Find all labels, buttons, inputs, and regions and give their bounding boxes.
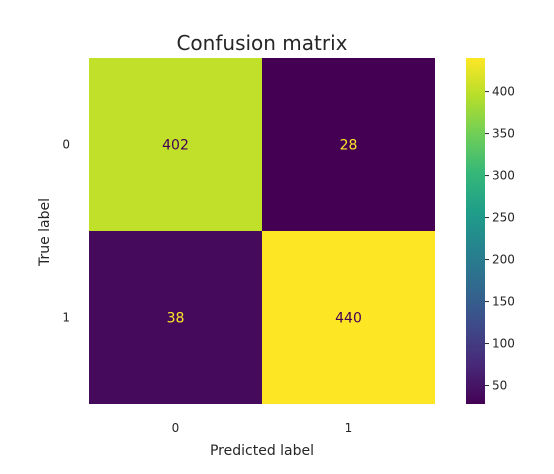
cell-value-label: 440 [335, 311, 362, 327]
colorbar-tick-label: 150 [492, 295, 515, 309]
colorbar-tick-label: 50 [492, 379, 507, 393]
y-tick-label: 1 [62, 311, 70, 325]
y-tick-label: 0 [62, 138, 70, 152]
heatmap-cell [89, 231, 262, 404]
heatmap-cell [89, 58, 262, 231]
colorbar-tick-label: 250 [492, 211, 515, 225]
cell-value-labels: 402 28 38 440 [162, 138, 362, 327]
colorbar-ticks: 50 100 150 200 250 300 350 400 [485, 85, 515, 393]
x-tick-label: 1 [345, 421, 353, 435]
heatmap-cells [89, 58, 435, 404]
chart-title: Confusion matrix [176, 31, 347, 55]
heatmap-cell [262, 231, 435, 404]
y-axis-label: True label [37, 198, 53, 267]
x-tick-label: 0 [172, 421, 180, 435]
cell-value-label: 38 [167, 311, 185, 327]
cell-value-label: 402 [162, 138, 189, 154]
colorbar-tick-label: 400 [492, 85, 515, 99]
colorbar-tick-label: 100 [492, 337, 515, 351]
y-axis-ticks: 01 [62, 138, 70, 325]
colorbar [466, 58, 485, 404]
colorbar-tick-label: 350 [492, 127, 515, 141]
heatmap-cell [262, 58, 435, 231]
cell-value-label: 28 [340, 138, 358, 154]
x-axis-label: Predicted label [210, 443, 314, 459]
colorbar-tick-label: 200 [492, 253, 515, 267]
colorbar-tick-label: 300 [492, 169, 515, 183]
